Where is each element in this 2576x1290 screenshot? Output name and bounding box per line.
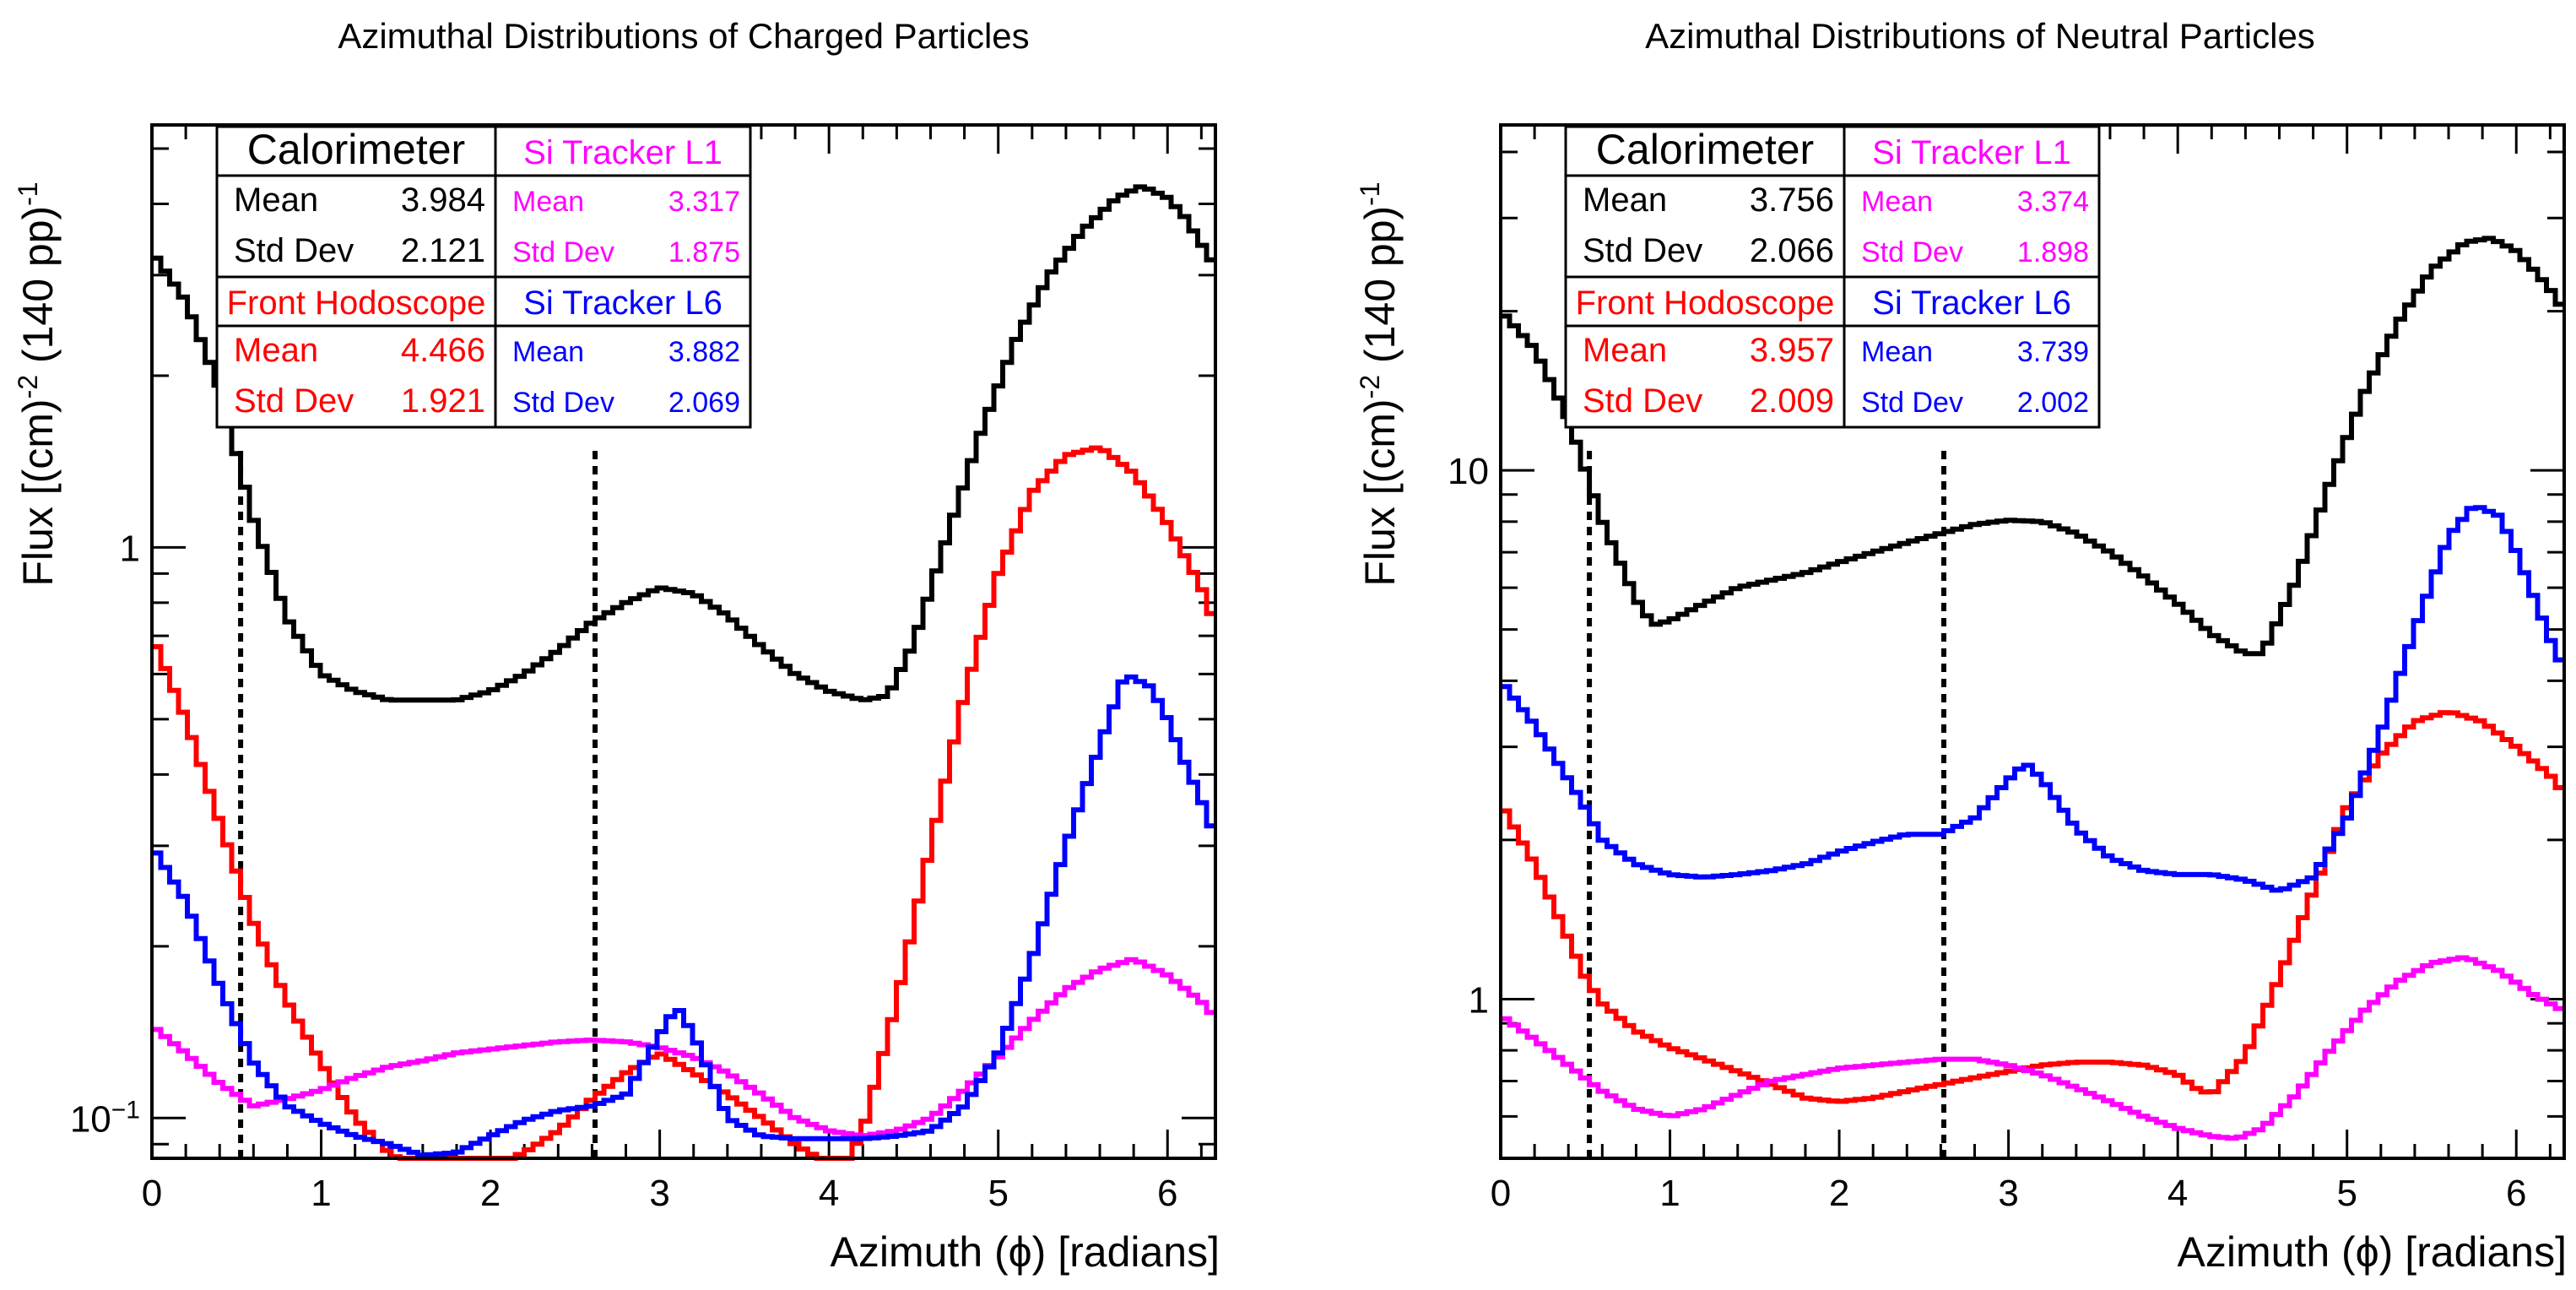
axis-ticks: 0 1 2 3 4 5 6 10−1 1 <box>70 125 1215 1214</box>
y-axis-label-sup2: -1 <box>13 182 43 205</box>
stats-value-si_tracker_l1-mean: 3.374 <box>2017 186 2089 218</box>
y-tick-label: 10−1 <box>70 1096 140 1141</box>
stats-header-calorimeter: Calorimeter <box>1596 126 1814 173</box>
stats-label-si_tracker_l6-mean: Mean <box>512 336 584 368</box>
axis-ticks: 0 1 2 3 4 5 6 1 10 <box>1448 125 2564 1214</box>
stats-header-calorimeter: Calorimeter <box>247 126 465 173</box>
y-axis-label-sup2: -1 <box>1355 182 1385 205</box>
x-tick-label: 1 <box>1659 1173 1680 1214</box>
y-axis-label-sup1: -2 <box>13 375 43 398</box>
x-tick-label: 3 <box>1998 1173 2018 1214</box>
series-calorimeter <box>1501 236 2564 657</box>
reference-lines <box>1587 447 1947 1158</box>
stats-box: Calorimeter Mean 3.984 Std Dev 2.121 Si Track… <box>215 125 752 429</box>
series-si-tracker-l6 <box>152 674 1215 1158</box>
stats-value-front_hodoscope-std: 1.921 <box>401 382 485 420</box>
x-axis-label: Azimuth (ϕ) [radians] <box>831 1228 1220 1276</box>
stats-value-calorimeter-mean: 3.756 <box>1750 182 1834 219</box>
stats-label-si_tracker_l1-std: Std Dev <box>512 236 614 268</box>
stats-header-si_tracker_l6: Si Tracker L6 <box>523 285 722 322</box>
neutral-particles-chart: Azimuthal Distributions of Neutral Parti… <box>1355 16 2567 1276</box>
x-tick-label: 5 <box>988 1173 1008 1214</box>
y-axis-label: Flux [(cm)-2 (140 pp)-1 <box>1355 182 1404 586</box>
series-si-tracker-l1 <box>1501 955 2564 1141</box>
y-axis-label: Flux [(cm)-2 (140 pp)-1 <box>13 182 62 586</box>
stats-value-si_tracker_l6-std: 2.069 <box>668 387 740 419</box>
stats-value-front_hodoscope-std: 2.009 <box>1750 382 1834 420</box>
stats-value-front_hodoscope-mean: 3.957 <box>1750 332 1834 369</box>
stats-label-front_hodoscope-std: Std Dev <box>1583 382 1702 420</box>
chart-title: Azimuthal Distributions of Charged Parti… <box>338 16 1029 56</box>
stats-header-si_tracker_l6: Si Tracker L6 <box>1872 285 2071 322</box>
x-axis-label: Azimuth (ϕ) [radians] <box>2178 1228 2567 1276</box>
charged-particles-chart: Azimuthal Distributions of Charged Parti… <box>13 16 1220 1276</box>
plot-frame <box>150 123 1217 1160</box>
stats-value-calorimeter-std: 2.121 <box>401 232 485 269</box>
plot-frame <box>1499 123 2566 1160</box>
x-tick-label: 0 <box>1491 1173 1511 1214</box>
series-si-tracker-l1 <box>152 957 1215 1139</box>
y-axis-label-mid: (140 pp) <box>14 206 62 375</box>
stats-header-si_tracker_l1: Si Tracker L1 <box>1872 134 2071 171</box>
stats-value-si_tracker_l1-std: 1.898 <box>2017 236 2089 268</box>
stats-label-calorimeter-std: Std Dev <box>1583 232 1702 269</box>
y-tick-label: 1 <box>1469 979 1489 1021</box>
stats-value-front_hodoscope-mean: 4.466 <box>401 332 485 369</box>
stats-header-front_hodoscope: Front Hodoscope <box>227 285 486 322</box>
x-tick-label: 4 <box>2167 1173 2188 1214</box>
stats-label-si_tracker_l6-mean: Mean <box>1861 336 1933 368</box>
stats-header-front_hodoscope: Front Hodoscope <box>1576 285 1835 322</box>
reference-lines <box>238 447 598 1158</box>
stats-value-si_tracker_l1-std: 1.875 <box>668 236 740 268</box>
stats-label-si_tracker_l1-std: Std Dev <box>1861 236 1963 268</box>
stats-value-si_tracker_l6-mean: 3.882 <box>668 336 740 368</box>
x-tick-label: 3 <box>649 1173 669 1214</box>
stats-label-calorimeter-mean: Mean <box>1583 182 1667 219</box>
x-tick-label: 4 <box>819 1173 839 1214</box>
stats-value-si_tracker_l6-std: 2.002 <box>2017 387 2089 419</box>
x-tick-label: 1 <box>311 1173 331 1214</box>
stats-label-calorimeter-std: Std Dev <box>234 232 354 269</box>
y-axis-label-mid: (140 pp) <box>1356 206 1404 375</box>
y-tick-label: 1 <box>120 528 140 569</box>
series-si-tracker-l6 <box>1501 505 2564 893</box>
stats-header-si_tracker_l1: Si Tracker L1 <box>523 134 722 171</box>
y-axis-label-main: Flux [(cm) <box>1356 398 1404 586</box>
stats-label-si_tracker_l6-std: Std Dev <box>512 387 614 419</box>
x-tick-label: 6 <box>1157 1173 1177 1214</box>
chart-title: Azimuthal Distributions of Neutral Parti… <box>1645 16 2315 56</box>
stats-label-calorimeter-mean: Mean <box>234 182 318 219</box>
stats-label-si_tracker_l1-mean: Mean <box>512 186 584 218</box>
x-tick-label: 5 <box>2336 1173 2357 1214</box>
stats-value-si_tracker_l1-mean: 3.317 <box>668 186 740 218</box>
y-axis-label-main: Flux [(cm) <box>14 398 62 586</box>
y-tick-label: 10 <box>1448 451 1489 492</box>
y-axis-label-sup1: -2 <box>1355 375 1385 398</box>
x-tick-label: 2 <box>480 1173 501 1214</box>
stats-label-front_hodoscope-std: Std Dev <box>234 382 354 420</box>
stats-label-front_hodoscope-mean: Mean <box>234 332 318 369</box>
series-front-hodoscope <box>152 445 1215 1161</box>
stats-label-si_tracker_l1-mean: Mean <box>1861 186 1933 218</box>
x-tick-label: 2 <box>1829 1173 1849 1214</box>
stats-label-front_hodoscope-mean: Mean <box>1583 332 1667 369</box>
x-tick-label: 0 <box>142 1173 162 1214</box>
series-calorimeter <box>152 184 1215 703</box>
data-series <box>1501 236 2564 1141</box>
x-tick-label: 6 <box>2506 1173 2526 1214</box>
stats-value-calorimeter-std: 2.066 <box>1750 232 1834 269</box>
stats-value-si_tracker_l6-mean: 3.739 <box>2017 336 2089 368</box>
stats-value-calorimeter-mean: 3.984 <box>401 182 485 219</box>
data-series <box>152 184 1215 1161</box>
stats-label-si_tracker_l6-std: Std Dev <box>1861 387 1963 419</box>
stats-box: Calorimeter Mean 3.756 Std Dev 2.066 Si Track… <box>1564 125 2101 429</box>
